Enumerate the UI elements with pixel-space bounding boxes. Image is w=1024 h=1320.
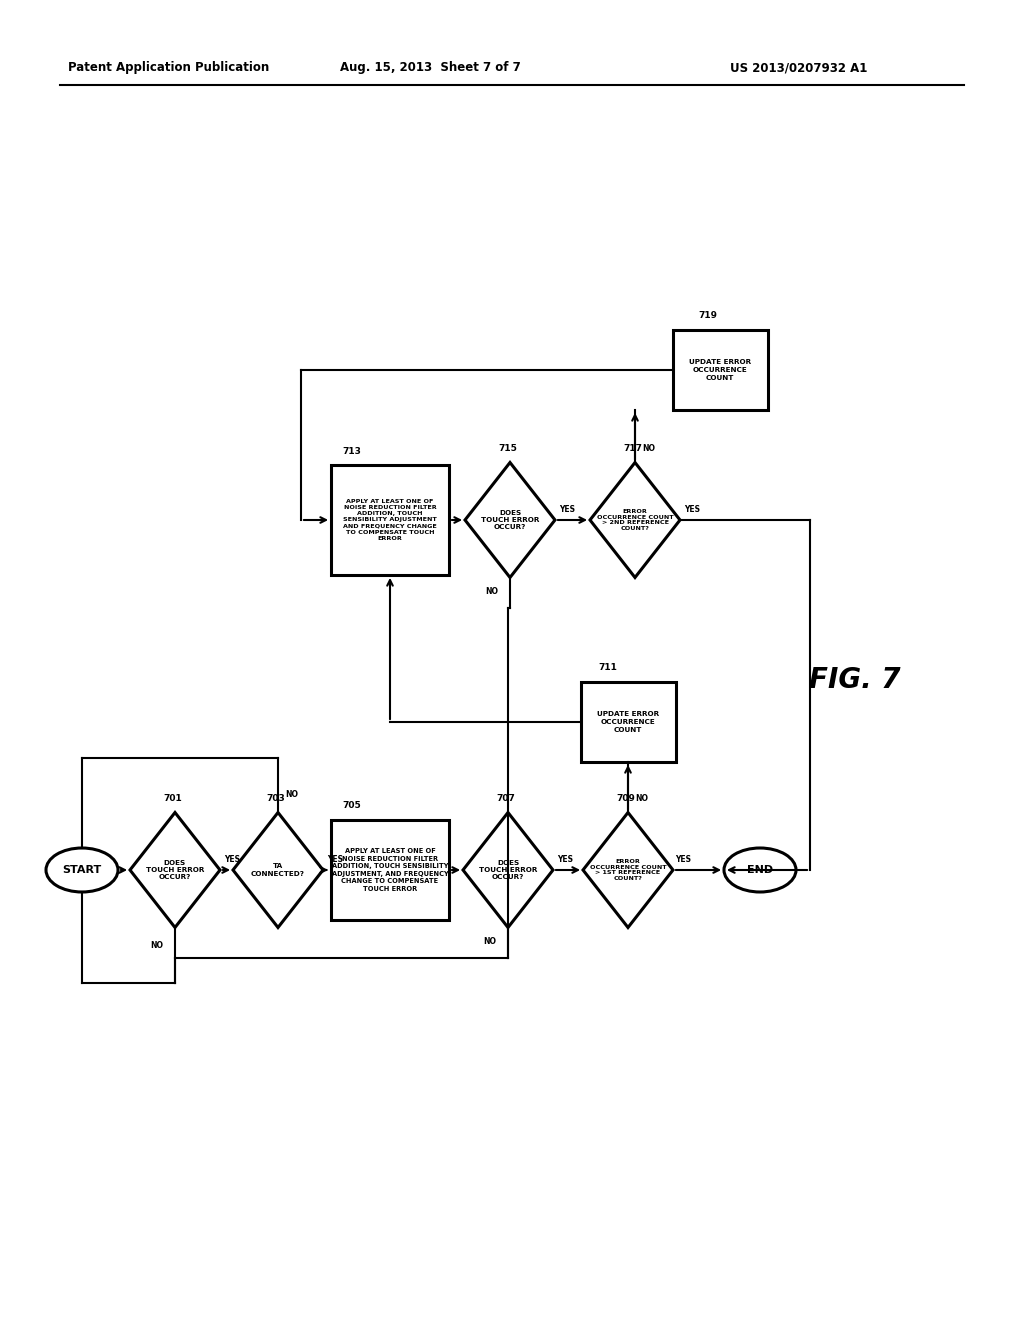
Text: ERROR
OCCURRENCE COUNT
> 2ND REFERENCE
COUNT?: ERROR OCCURRENCE COUNT > 2ND REFERENCE C… bbox=[597, 508, 674, 531]
Text: YES: YES bbox=[327, 855, 343, 865]
Text: US 2013/0207932 A1: US 2013/0207932 A1 bbox=[730, 62, 867, 74]
Text: NO: NO bbox=[642, 444, 655, 453]
Bar bbox=[581, 682, 676, 762]
Text: APPLY AT LEAST ONE OF
NOISE REDUCTION FILTER
ADDITION, TOUCH
SENSIBILITY ADJUSTM: APPLY AT LEAST ONE OF NOISE REDUCTION FI… bbox=[343, 499, 437, 541]
Text: 709: 709 bbox=[616, 795, 636, 803]
Text: FIG. 7: FIG. 7 bbox=[809, 667, 901, 694]
Text: YES: YES bbox=[557, 855, 573, 865]
Text: TA
CONNECTED?: TA CONNECTED? bbox=[251, 863, 305, 876]
Text: NO: NO bbox=[485, 587, 499, 597]
Text: NO: NO bbox=[636, 795, 648, 803]
Bar bbox=[673, 330, 768, 411]
Text: 701: 701 bbox=[164, 795, 182, 803]
Text: 713: 713 bbox=[343, 446, 361, 455]
Text: DOES
TOUCH ERROR
OCCUR?: DOES TOUCH ERROR OCCUR? bbox=[481, 510, 540, 531]
Text: 707: 707 bbox=[497, 795, 515, 803]
Text: 717: 717 bbox=[624, 444, 642, 453]
Bar bbox=[331, 820, 449, 920]
Text: NO: NO bbox=[151, 941, 164, 950]
Text: YES: YES bbox=[675, 855, 691, 865]
Text: START: START bbox=[62, 865, 101, 875]
Text: ERROR
OCCURRENCE COUNT
> 1ST REFERENCE
COUNT?: ERROR OCCURRENCE COUNT > 1ST REFERENCE C… bbox=[590, 859, 667, 882]
Text: 711: 711 bbox=[599, 664, 617, 672]
Text: 715: 715 bbox=[499, 444, 517, 453]
Text: DOES
TOUCH ERROR
OCCUR?: DOES TOUCH ERROR OCCUR? bbox=[145, 861, 204, 880]
Text: YES: YES bbox=[559, 506, 575, 515]
Text: YES: YES bbox=[684, 506, 700, 515]
Text: NO: NO bbox=[286, 789, 299, 799]
Text: UPDATE ERROR
OCCURRENCE
COUNT: UPDATE ERROR OCCURRENCE COUNT bbox=[597, 711, 659, 733]
Text: 719: 719 bbox=[698, 312, 718, 321]
Text: Patent Application Publication: Patent Application Publication bbox=[68, 62, 269, 74]
Text: NO: NO bbox=[483, 937, 497, 946]
Bar bbox=[331, 465, 449, 576]
Text: YES: YES bbox=[224, 855, 240, 865]
Text: DOES
TOUCH ERROR
OCCUR?: DOES TOUCH ERROR OCCUR? bbox=[479, 861, 538, 880]
Text: UPDATE ERROR
OCCURRENCE
COUNT: UPDATE ERROR OCCURRENCE COUNT bbox=[689, 359, 751, 380]
Text: APPLY AT LEAST ONE OF
NOISE REDUCTION FILTER
ADDITION, TOUCH SENSIBILITY
ADJUSTM: APPLY AT LEAST ONE OF NOISE REDUCTION FI… bbox=[332, 849, 449, 892]
Text: Aug. 15, 2013  Sheet 7 of 7: Aug. 15, 2013 Sheet 7 of 7 bbox=[340, 62, 520, 74]
Text: END: END bbox=[746, 865, 773, 875]
Text: 705: 705 bbox=[343, 801, 361, 810]
Text: 703: 703 bbox=[266, 795, 286, 803]
